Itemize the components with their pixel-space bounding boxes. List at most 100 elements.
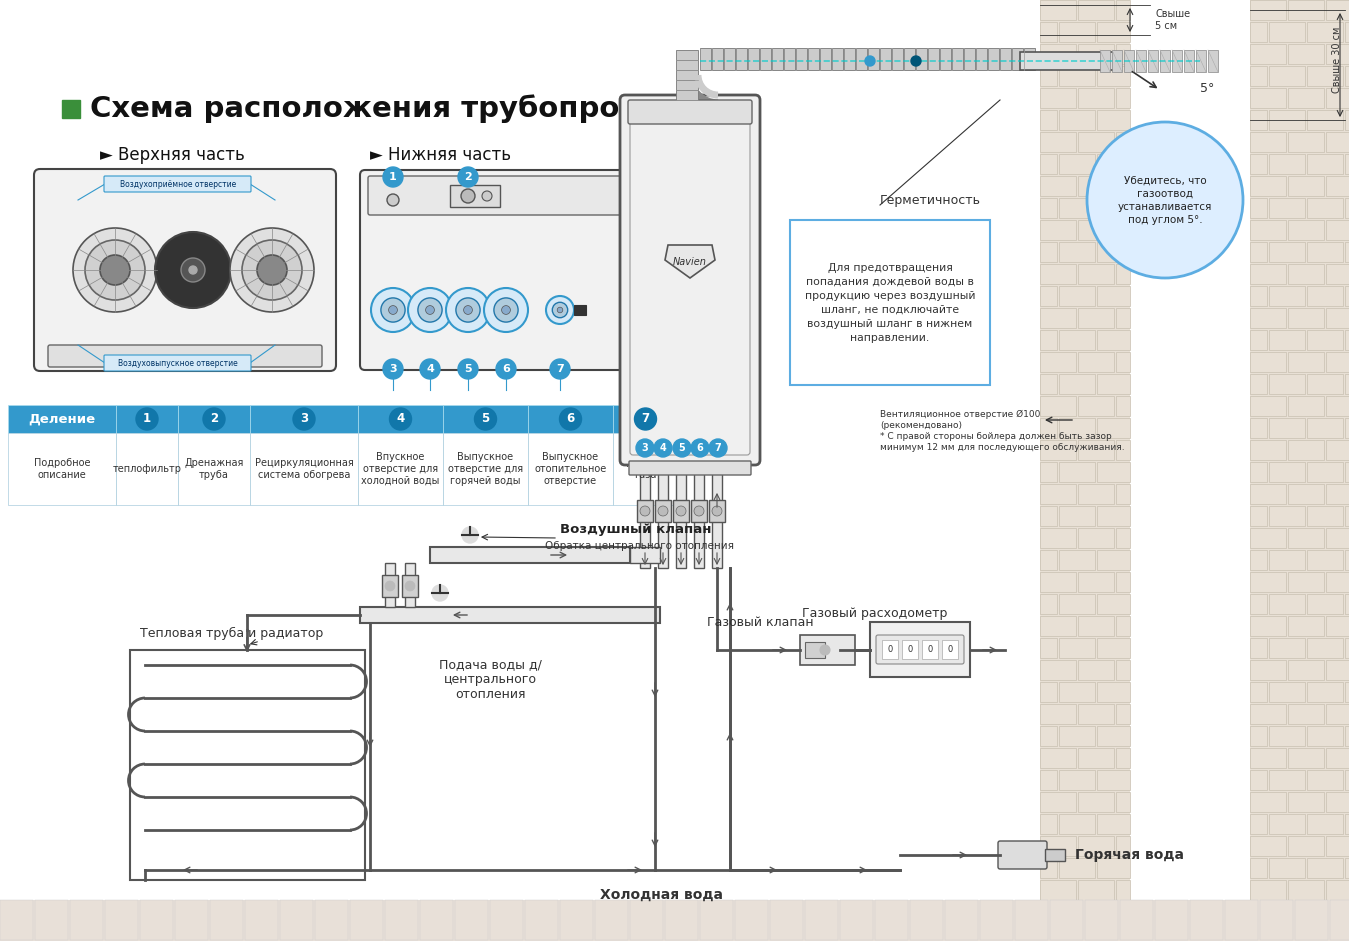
Circle shape [405, 581, 415, 591]
Bar [1040, 176, 1077, 196]
Text: Воздушный клапан: Воздушный клапан [560, 523, 711, 536]
Circle shape [658, 506, 668, 516]
Bar [772, 48, 782, 70]
Text: Воздухоприёмное отверстие: Воздухоприёмное отверстие [120, 180, 236, 188]
Bar [1307, 242, 1344, 262]
Bar [1078, 0, 1114, 20]
Bar [1040, 286, 1058, 306]
Bar [832, 48, 843, 70]
Bar [676, 70, 697, 80]
Circle shape [420, 359, 440, 379]
Bar [1251, 352, 1286, 372]
Text: Деление: Деление [28, 412, 96, 425]
Circle shape [202, 408, 225, 430]
Bar [1288, 44, 1323, 64]
Text: теплофильтр: теплофильтр [112, 464, 182, 474]
Text: 5: 5 [679, 443, 685, 453]
Bar [1288, 396, 1323, 416]
Bar [1059, 330, 1095, 350]
Bar [1307, 770, 1344, 790]
Bar [1040, 462, 1058, 482]
Circle shape [475, 408, 496, 430]
Bar [1059, 726, 1095, 746]
Circle shape [389, 306, 398, 314]
Bar [8, 433, 116, 505]
Bar [1326, 176, 1349, 196]
Bar [1116, 88, 1130, 108]
Circle shape [73, 228, 156, 312]
Text: 0: 0 [908, 645, 913, 653]
Bar [1307, 726, 1344, 746]
Bar [676, 50, 697, 60]
Circle shape [484, 288, 527, 332]
Bar [1269, 242, 1304, 262]
Bar [1288, 880, 1323, 900]
Bar [1326, 396, 1349, 416]
Circle shape [155, 232, 231, 308]
Bar [676, 90, 697, 100]
Bar [1197, 50, 1206, 72]
Bar [1024, 48, 1035, 70]
Bar [384, 900, 418, 940]
Circle shape [229, 228, 314, 312]
Bar [1078, 176, 1114, 196]
Bar [800, 635, 855, 665]
Bar [1251, 484, 1286, 504]
Bar [784, 48, 795, 70]
Bar [1078, 748, 1114, 768]
FancyBboxPatch shape [104, 176, 251, 192]
FancyBboxPatch shape [49, 345, 322, 367]
Text: Подвод
газа: Подвод газа [626, 458, 665, 480]
Bar [1116, 132, 1130, 152]
Bar [1120, 900, 1153, 940]
Bar [360, 607, 660, 623]
Bar [1040, 616, 1077, 636]
Circle shape [380, 298, 405, 322]
Bar [357, 433, 442, 505]
Bar [820, 48, 831, 70]
Bar [1251, 462, 1267, 482]
Circle shape [482, 191, 492, 201]
Bar [1020, 52, 1120, 70]
Bar [1251, 858, 1267, 878]
Bar [1251, 902, 1267, 922]
Text: 6: 6 [502, 364, 510, 374]
Circle shape [456, 298, 480, 322]
Bar [1097, 770, 1130, 790]
Bar [1269, 638, 1304, 658]
Bar [1040, 330, 1058, 350]
Bar [1040, 418, 1058, 438]
Bar [1307, 22, 1344, 42]
Bar [1307, 286, 1344, 306]
Bar [1251, 308, 1286, 328]
Bar [840, 900, 873, 940]
Bar [612, 405, 679, 433]
Bar [1040, 748, 1077, 768]
Bar [1307, 198, 1344, 218]
Bar [1160, 50, 1170, 72]
Bar [759, 48, 772, 70]
Bar [1269, 726, 1304, 746]
Bar [1116, 704, 1130, 724]
Text: Подача воды д/
центрального
отопления: Подача воды д/ центрального отопления [438, 659, 541, 701]
Bar [1307, 154, 1344, 174]
Bar [8, 405, 116, 433]
Text: 1: 1 [143, 412, 151, 425]
Bar [1288, 660, 1323, 680]
Bar [1040, 506, 1058, 526]
Bar [1040, 550, 1058, 570]
Bar [442, 405, 527, 433]
Bar [1040, 352, 1077, 372]
Circle shape [293, 408, 316, 430]
Bar [1040, 638, 1058, 658]
Bar [1251, 198, 1267, 218]
Circle shape [461, 189, 475, 203]
Text: 0: 0 [927, 645, 932, 653]
Text: 4: 4 [397, 412, 405, 425]
Bar [1288, 352, 1323, 372]
Text: 0: 0 [947, 645, 952, 653]
Text: 1: 1 [389, 172, 397, 182]
Bar [1251, 154, 1267, 174]
Bar [595, 900, 629, 940]
Bar [916, 48, 927, 70]
